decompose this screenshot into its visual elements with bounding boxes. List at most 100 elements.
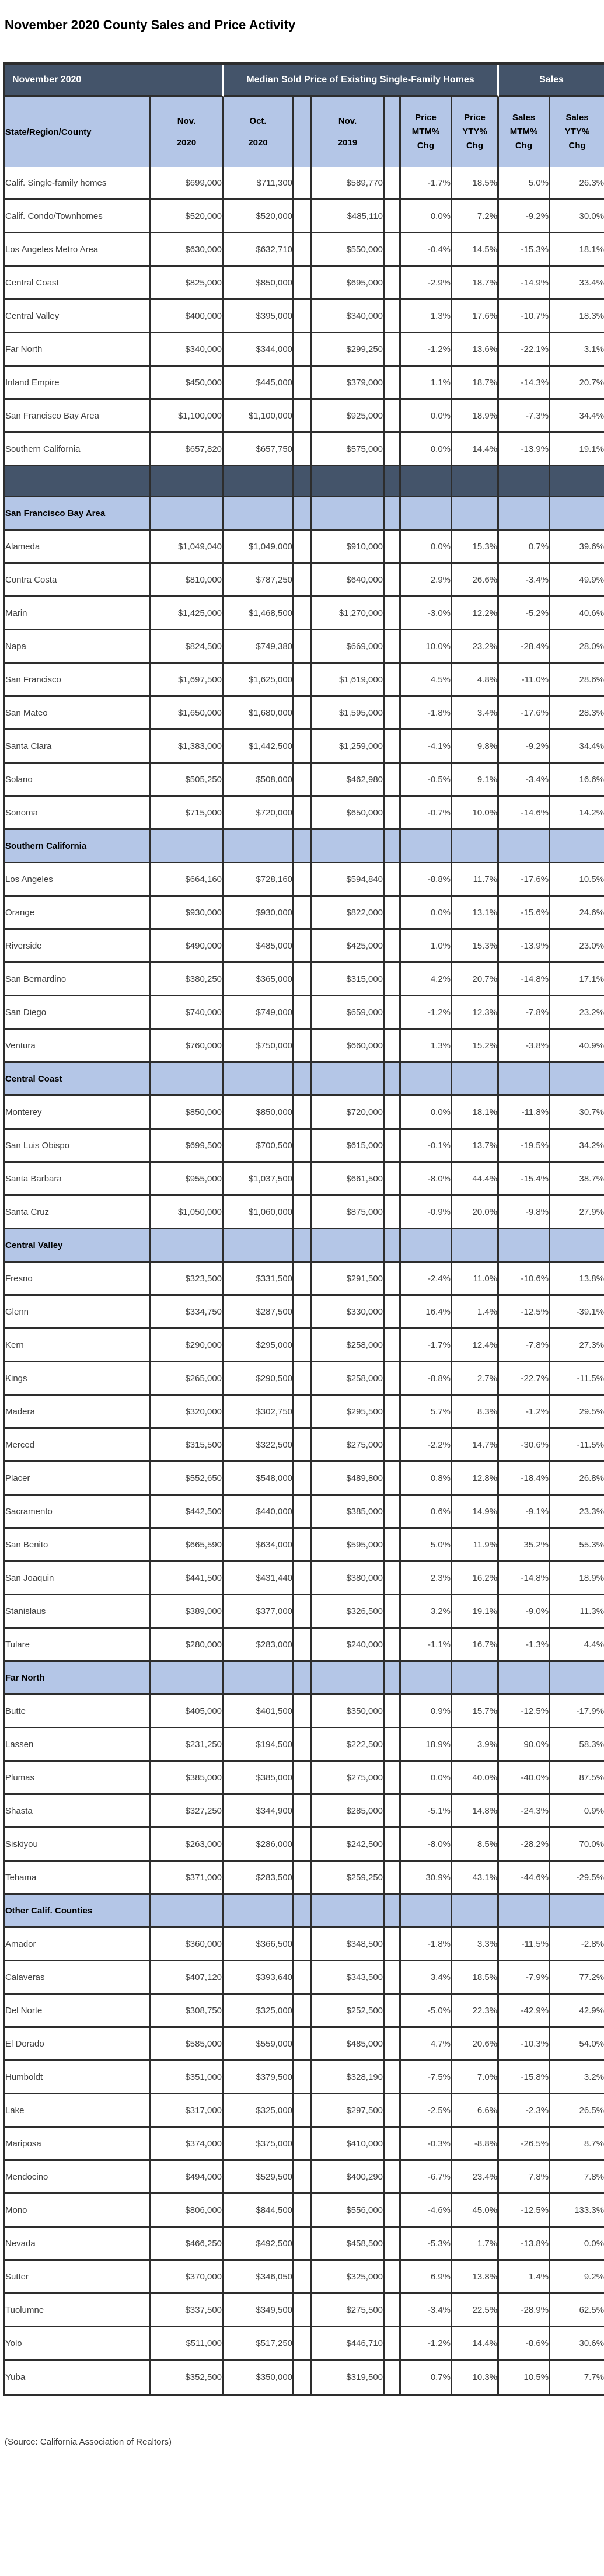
table-row: San Diego $740,000 $749,000 $659,000 -1.2% 12… xyxy=(5,996,604,1030)
price-mtm-chg-cell: -3.0% xyxy=(401,597,453,630)
price-nov-2020-cell: $374,000 xyxy=(151,2128,224,2161)
spacer-cell xyxy=(294,1263,313,1296)
price-nov-2020-cell: $585,000 xyxy=(151,2028,224,2061)
price-nov-2020-cell: $380,250 xyxy=(151,963,224,996)
sales-mtm-chg-cell: -3.4% xyxy=(499,764,551,797)
price-nov-2019-cell: $385,000 xyxy=(312,1496,385,1529)
table-row: Calif. Single-family homes $699,000 $711,3… xyxy=(5,167,604,200)
spacer-cell xyxy=(294,233,313,267)
spacer-cell xyxy=(294,1928,313,1961)
sales-mtm-chg-cell: -42.9% xyxy=(499,1995,551,2028)
sales-yty-chg-cell: 13.8% xyxy=(550,1263,604,1296)
price-yty-chg-cell: 18.1% xyxy=(452,1096,500,1130)
sales-yty-chg-cell: 23.3% xyxy=(550,1496,604,1529)
price-yty-chg-cell: 2.7% xyxy=(452,1362,500,1396)
price-oct-2020-cell: $492,500 xyxy=(224,2228,295,2261)
price-nov-2019-cell: $379,000 xyxy=(312,367,385,400)
price-nov-2020-cell: $263,000 xyxy=(151,1828,224,1862)
price-nov-2019-cell: $340,000 xyxy=(312,300,385,333)
price-oct-2020-cell: $520,000 xyxy=(224,200,295,233)
price-nov-2019-cell: $319,500 xyxy=(312,2361,385,2394)
table-row: Madera $320,000 $302,750 $295,500 5.7% 8.3% -1… xyxy=(5,1396,604,1429)
price-oct-2020-cell: $632,710 xyxy=(224,233,295,267)
sales-mtm-chg-cell: 10.5% xyxy=(499,2361,551,2394)
sales-yty-chg-cell: 77.2% xyxy=(550,1961,604,1995)
sales-mtm-chg-cell: -9.2% xyxy=(499,730,551,764)
sales-mtm-chg-cell: -15.4% xyxy=(499,1163,551,1196)
table-row: Santa Cruz $1,050,000 $1,060,000 $875,000 -0… xyxy=(5,1196,604,1229)
price-nov-2020-cell: $955,000 xyxy=(151,1163,224,1196)
section-header-blank-cell xyxy=(312,1895,385,1928)
price-yty-chg-cell: 3.9% xyxy=(452,1728,500,1762)
spacer-cell xyxy=(385,433,401,466)
region-name-cell: Kings xyxy=(5,1362,151,1396)
price-yty-chg-cell: 6.6% xyxy=(452,2094,500,2128)
spacer-cell xyxy=(294,1529,313,1562)
table-row: San Luis Obispo $699,500 $700,500 $615,000-… xyxy=(5,1130,604,1163)
spacer-cell xyxy=(385,1462,401,1496)
region-name-cell: Lake xyxy=(5,2094,151,2128)
price-oct-2020-cell: $379,500 xyxy=(224,2061,295,2094)
sales-mtm-chg-cell: -28.4% xyxy=(499,630,551,664)
sales-mtm-chg-cell: -11.0% xyxy=(499,664,551,697)
spacer-cell xyxy=(294,2228,313,2261)
price-nov-2019-cell: $299,250 xyxy=(312,333,385,367)
price-nov-2019-cell: $650,000 xyxy=(312,797,385,830)
spacer-cell xyxy=(294,1096,313,1130)
price-mtm-chg-cell: -2.9% xyxy=(401,267,453,300)
region-name-cell: Stanislaus xyxy=(5,1595,151,1629)
sales-yty-chg-cell: 0.0% xyxy=(550,2228,604,2261)
price-mtm-chg-cell: -6.7% xyxy=(401,2161,453,2194)
price-yty-chg-cell: 11.0% xyxy=(452,1263,500,1296)
price-nov-2020-cell: $490,000 xyxy=(151,930,224,963)
region-name-cell: Santa Cruz xyxy=(5,1196,151,1229)
spacer-cell xyxy=(385,564,401,597)
price-oct-2020-cell: $930,000 xyxy=(224,897,295,930)
price-mtm-chg-cell: 6.9% xyxy=(401,2261,453,2294)
spacer-cell xyxy=(294,2361,313,2394)
price-nov-2020-cell: $1,650,000 xyxy=(151,697,224,730)
sales-yty-chg-cell: 27.3% xyxy=(550,1329,604,1362)
spacer-cell xyxy=(385,1728,401,1762)
separator-cell xyxy=(312,466,385,497)
sales-yty-chg-cell: 62.5% xyxy=(550,2294,604,2327)
region-name-cell: Humboldt xyxy=(5,2061,151,2094)
spacer-cell xyxy=(294,1130,313,1163)
table-row: Sacramento $442,500 $440,000 $385,000 0.6% 14… xyxy=(5,1496,604,1529)
sales-yty-chg-cell: 39.6% xyxy=(550,531,604,564)
price-yty-chg-cell: 1.7% xyxy=(452,2228,500,2261)
spacer-cell xyxy=(385,1595,401,1629)
price-nov-2020-cell: $334,750 xyxy=(151,1296,224,1329)
price-mtm-chg-cell: 0.0% xyxy=(401,400,453,433)
table-row: San Mateo $1,650,000 $1,680,000 $1,595,000-… xyxy=(5,697,604,730)
price-mtm-chg-cell: 0.9% xyxy=(401,1695,453,1728)
price-mtm-chg-cell: -2.4% xyxy=(401,1263,453,1296)
sales-yty-chg-cell: 28.3% xyxy=(550,697,604,730)
price-oct-2020-cell: $657,750 xyxy=(224,433,295,466)
spacer-cell xyxy=(385,1429,401,1462)
sales-yty-chg-cell: 24.6% xyxy=(550,897,604,930)
price-nov-2019-cell: $275,000 xyxy=(312,1762,385,1795)
spacer-cell xyxy=(385,1762,401,1795)
section-header-blank-cell xyxy=(401,830,453,863)
price-nov-2020-cell: $370,000 xyxy=(151,2261,224,2294)
spacer-cell xyxy=(385,2194,401,2228)
section-header-blank-cell xyxy=(499,1229,551,1263)
sales-mtm-chg-cell: -12.5% xyxy=(499,2194,551,2228)
sales-yty-chg-cell: 38.7% xyxy=(550,1163,604,1196)
region-name-cell: Sutter xyxy=(5,2261,151,2294)
price-mtm-chg-cell: -1.1% xyxy=(401,1629,453,1662)
sales-mtm-chg-cell: -7.3% xyxy=(499,400,551,433)
price-oct-2020-cell: $286,000 xyxy=(224,1828,295,1862)
spacer-cell xyxy=(385,2094,401,2128)
sales-yty-chg-cell: 19.1% xyxy=(550,433,604,466)
table-row: Tulare $280,000 $283,000 $240,000 -1.1% 16.7%… xyxy=(5,1629,604,1662)
spacer-cell xyxy=(385,1163,401,1196)
spacer-cell xyxy=(294,333,313,367)
price-yty-chg-cell: 7.0% xyxy=(452,2061,500,2094)
price-mtm-chg-cell: 18.9% xyxy=(401,1728,453,1762)
price-mtm-chg-cell: -1.7% xyxy=(401,167,453,200)
sales-yty-chg-cell: 26.8% xyxy=(550,1462,604,1496)
price-mtm-chg-cell: 3.4% xyxy=(401,1961,453,1995)
price-mtm-chg-cell: 30.9% xyxy=(401,1862,453,1895)
